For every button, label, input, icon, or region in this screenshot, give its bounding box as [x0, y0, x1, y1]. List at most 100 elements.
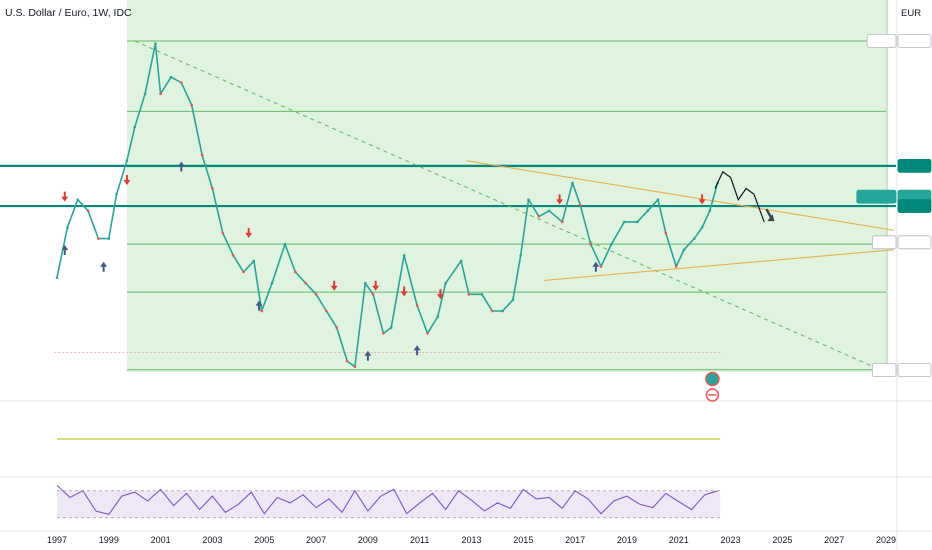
time-tick-label: 2023: [721, 535, 741, 545]
signal-up-arrow: [592, 261, 600, 272]
price-point: [402, 254, 406, 257]
signal-down-arrow: [556, 194, 564, 205]
price-point: [335, 326, 339, 330]
price-point: [86, 209, 90, 213]
signal-down-arrow: [372, 280, 380, 291]
price-point: [519, 254, 523, 257]
price-point: [270, 281, 274, 285]
price-point: [325, 309, 328, 313]
signal-down-arrow: [61, 191, 69, 202]
price-point: [242, 270, 245, 274]
price-badge: [897, 235, 932, 250]
price-point: [190, 103, 194, 107]
signal-down-arrow: [698, 194, 706, 205]
price-point: [154, 42, 157, 46]
time-tick-label: 2021: [669, 535, 689, 545]
event-icon: [705, 371, 720, 387]
price-point: [133, 125, 137, 129]
signal-up-arrow: [61, 244, 69, 255]
time-tick-label: 2011: [410, 535, 429, 545]
time-tick-label: 2015: [513, 535, 533, 545]
price-point: [55, 276, 59, 279]
time-tick-label: 2013: [461, 535, 481, 545]
price-point: [389, 326, 393, 330]
price-point: [599, 265, 603, 268]
price-badge-tag: [856, 189, 897, 204]
signal-down-arrow: [436, 289, 444, 300]
time-tick-label: 2001: [151, 535, 171, 545]
signal-down-arrow: [400, 286, 408, 297]
time-tick-label: 2007: [306, 535, 326, 545]
price-point: [415, 304, 419, 307]
time-tick-label: 1997: [47, 535, 67, 545]
price-point: [115, 192, 118, 196]
time-tick-label: 2029: [876, 535, 896, 545]
price-badge: [897, 199, 932, 213]
projection-path: [714, 170, 765, 223]
price-point: [436, 315, 440, 318]
signal-down-arrow: [330, 280, 338, 291]
signal-down-arrow: [123, 174, 131, 185]
price-point: [692, 237, 696, 240]
price-badge-tag: [866, 34, 897, 48]
price-point: [700, 226, 704, 229]
price-point: [231, 254, 235, 257]
price-point: [107, 237, 111, 240]
price-point: [708, 209, 712, 213]
time-tick-label: 2027: [824, 535, 844, 545]
price-badge: [897, 34, 932, 48]
price-point: [511, 298, 515, 302]
signal-up-arrow: [177, 161, 185, 172]
price-point: [76, 198, 80, 201]
price-point: [143, 92, 147, 96]
price-point: [480, 293, 484, 296]
price-point: [527, 198, 530, 201]
price-point: [304, 281, 308, 285]
price-point: [623, 220, 626, 224]
time-tick-label: 2009: [358, 535, 378, 545]
price-point: [610, 242, 613, 246]
price-point: [444, 281, 447, 285]
fib-background: [126, 0, 886, 372]
time-tick-label: 2025: [772, 535, 792, 545]
projection-arrow-shaft: [765, 208, 773, 219]
price-point: [252, 259, 256, 263]
time-tick-label: 2019: [617, 535, 637, 545]
price-point: [97, 237, 100, 240]
price-point: [537, 215, 541, 218]
price-point: [674, 265, 678, 268]
time-tick-label: 2005: [254, 535, 274, 545]
price-point: [314, 293, 318, 296]
price-badge-tag: [872, 363, 897, 377]
trendline-wedge-upper: [466, 160, 894, 231]
price-badge-tag: [872, 235, 897, 250]
price-point: [467, 293, 471, 296]
price-point: [363, 281, 367, 285]
trendline-wedge-lower: [543, 249, 894, 281]
price-point: [211, 187, 214, 190]
time-tick-label: 2003: [202, 535, 222, 545]
price-badge: [897, 363, 932, 377]
signal-up-arrow: [413, 345, 421, 356]
price-point: [560, 220, 564, 224]
price-point: [682, 248, 686, 252]
price-point: [294, 270, 297, 274]
price-point: [636, 220, 639, 224]
price-point: [371, 293, 375, 296]
price-point: [459, 259, 463, 263]
price-point: [180, 81, 183, 85]
price-point: [646, 209, 649, 213]
signal-down-arrow: [245, 227, 253, 238]
price-point: [656, 198, 660, 201]
price-point: [547, 209, 551, 213]
price-point: [579, 203, 582, 207]
signal-up-arrow: [364, 350, 372, 361]
price-point: [66, 226, 69, 229]
price-point: [426, 332, 429, 335]
price-point: [589, 242, 592, 246]
price-point: [353, 365, 357, 369]
price-point: [664, 231, 668, 235]
rsi-band: [57, 490, 721, 518]
